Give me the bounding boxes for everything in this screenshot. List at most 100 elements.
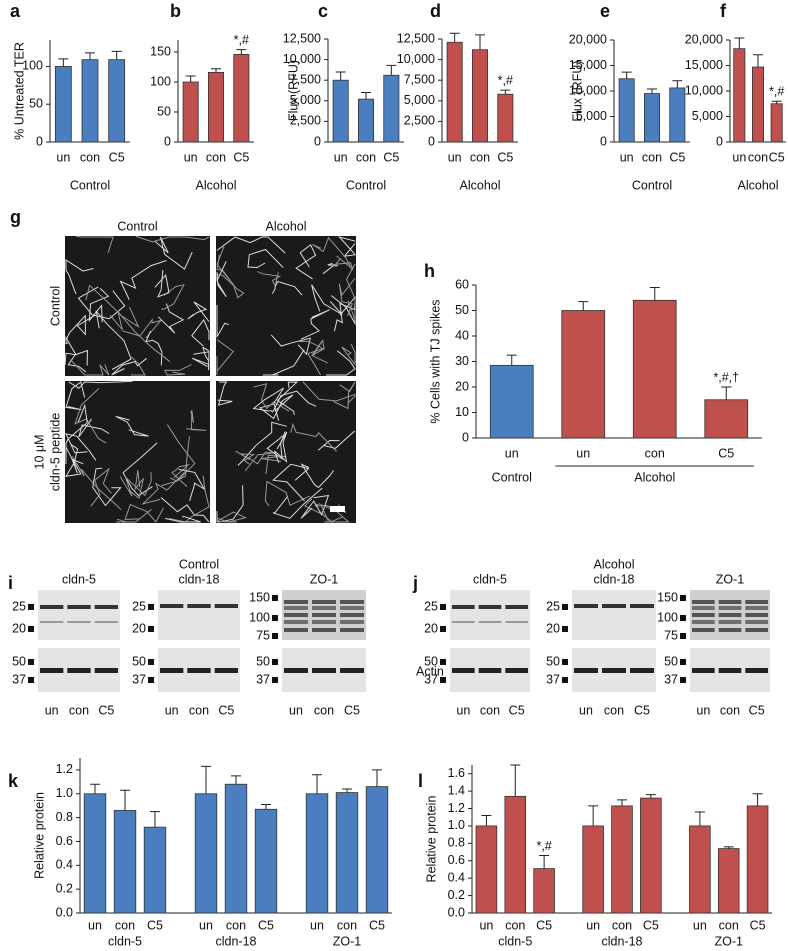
y-tick-label: 0.2: [448, 888, 465, 902]
marker-label: 37: [664, 672, 678, 686]
x-tick-label: un: [732, 150, 746, 164]
micrograph-image: [64, 235, 210, 376]
y-tick-label: 10,000: [283, 52, 321, 66]
error-bar: [342, 788, 352, 793]
cell-junction: [135, 235, 210, 243]
error-bar: [475, 34, 485, 50]
x-tick-label: C5: [233, 150, 249, 164]
y-axis-label: Relative protein: [32, 792, 46, 879]
marker-square: [28, 677, 34, 683]
cell-junction: [311, 339, 328, 364]
cell-junction: [216, 261, 227, 298]
band: [340, 620, 364, 624]
image-background: [65, 236, 210, 376]
error-bar: [694, 811, 705, 826]
blot-top: [38, 590, 120, 640]
marker-square: [562, 659, 568, 665]
cell-junction: [216, 246, 233, 284]
cell-junction: [111, 357, 148, 376]
x-tick-label: con: [115, 918, 135, 932]
cell-junction: [252, 387, 285, 421]
group-label: cldn-5: [498, 934, 532, 948]
marker-square: [440, 604, 446, 610]
cell-junction: [128, 470, 144, 499]
error-bar: [672, 80, 683, 88]
band: [40, 605, 64, 609]
bar: [194, 793, 218, 914]
band: [745, 628, 768, 632]
panel-letter: b: [170, 1, 181, 21]
marker-square: [680, 677, 686, 683]
marker-square: [148, 604, 154, 610]
column-label: Control: [117, 219, 157, 233]
bar: [182, 81, 199, 143]
bar: [305, 793, 329, 914]
bar: [733, 48, 746, 143]
cell-junction: [121, 317, 163, 339]
blot-top: [450, 590, 530, 640]
cell-junction: [154, 236, 193, 270]
cell-junction: [237, 421, 287, 466]
band: [312, 613, 336, 617]
error-bar: [85, 52, 95, 60]
band: [692, 600, 715, 604]
y-tick-label: 0.8: [448, 836, 465, 850]
error-bar: [335, 71, 346, 81]
group-label: Alcohol: [196, 178, 237, 192]
condition-label: Control: [179, 557, 219, 571]
cell-junction: [65, 403, 88, 459]
marker-square: [272, 633, 278, 639]
y-tick-label: 0: [600, 134, 607, 148]
error-bar: [481, 814, 492, 826]
cell-junction: [329, 255, 354, 271]
group-label: Control: [632, 178, 672, 192]
x-tick-label: un: [88, 918, 102, 932]
band: [214, 604, 238, 608]
scale-bar: [330, 506, 345, 512]
y-tick-label: 10,000: [569, 83, 607, 97]
group-label: cldn-18: [216, 934, 257, 948]
x-tick-label: un: [56, 150, 70, 164]
lane-label: con: [314, 703, 334, 717]
cell-junction: [160, 497, 210, 523]
marker-square: [148, 626, 154, 632]
band: [718, 628, 742, 632]
band: [312, 668, 336, 673]
bar: [332, 79, 349, 143]
marker-label: 37: [256, 672, 270, 686]
bar: [752, 66, 765, 143]
cell-junction: [290, 422, 337, 452]
lane-label: un: [456, 703, 470, 717]
panel-letter: a: [10, 1, 21, 21]
cell-junction: [64, 352, 87, 373]
y-tick-label: 100: [22, 59, 43, 73]
band: [340, 613, 364, 617]
error-bar: [90, 783, 100, 794]
cell-junction: [295, 244, 317, 280]
error-bar: [236, 49, 247, 55]
y-tick-label: 1.2: [448, 801, 465, 815]
image-background: [216, 236, 356, 376]
bar: [357, 98, 374, 143]
x-tick-label: un: [620, 150, 634, 164]
lane-label: un: [45, 703, 59, 717]
x-tick-label: C5: [497, 150, 513, 164]
annotation: *,#: [769, 84, 784, 98]
y-tick-label: 50: [455, 303, 469, 317]
cell-junction: [65, 443, 82, 477]
band: [94, 621, 118, 623]
error-bar: [500, 89, 511, 95]
x-tick-label: C5: [109, 150, 125, 164]
micrograph-image: [216, 236, 356, 376]
band: [745, 600, 768, 604]
bar: [233, 54, 250, 143]
cell-junction: [262, 349, 305, 376]
cell-junction: [296, 340, 325, 376]
cell-junction: [217, 381, 233, 406]
y-tick-label: 0.0: [448, 905, 465, 919]
cell-junction: [325, 350, 356, 376]
cell-junction: [300, 463, 335, 489]
marker-square: [440, 626, 446, 632]
group-label: Alcohol: [634, 470, 675, 484]
bar: [561, 310, 606, 439]
